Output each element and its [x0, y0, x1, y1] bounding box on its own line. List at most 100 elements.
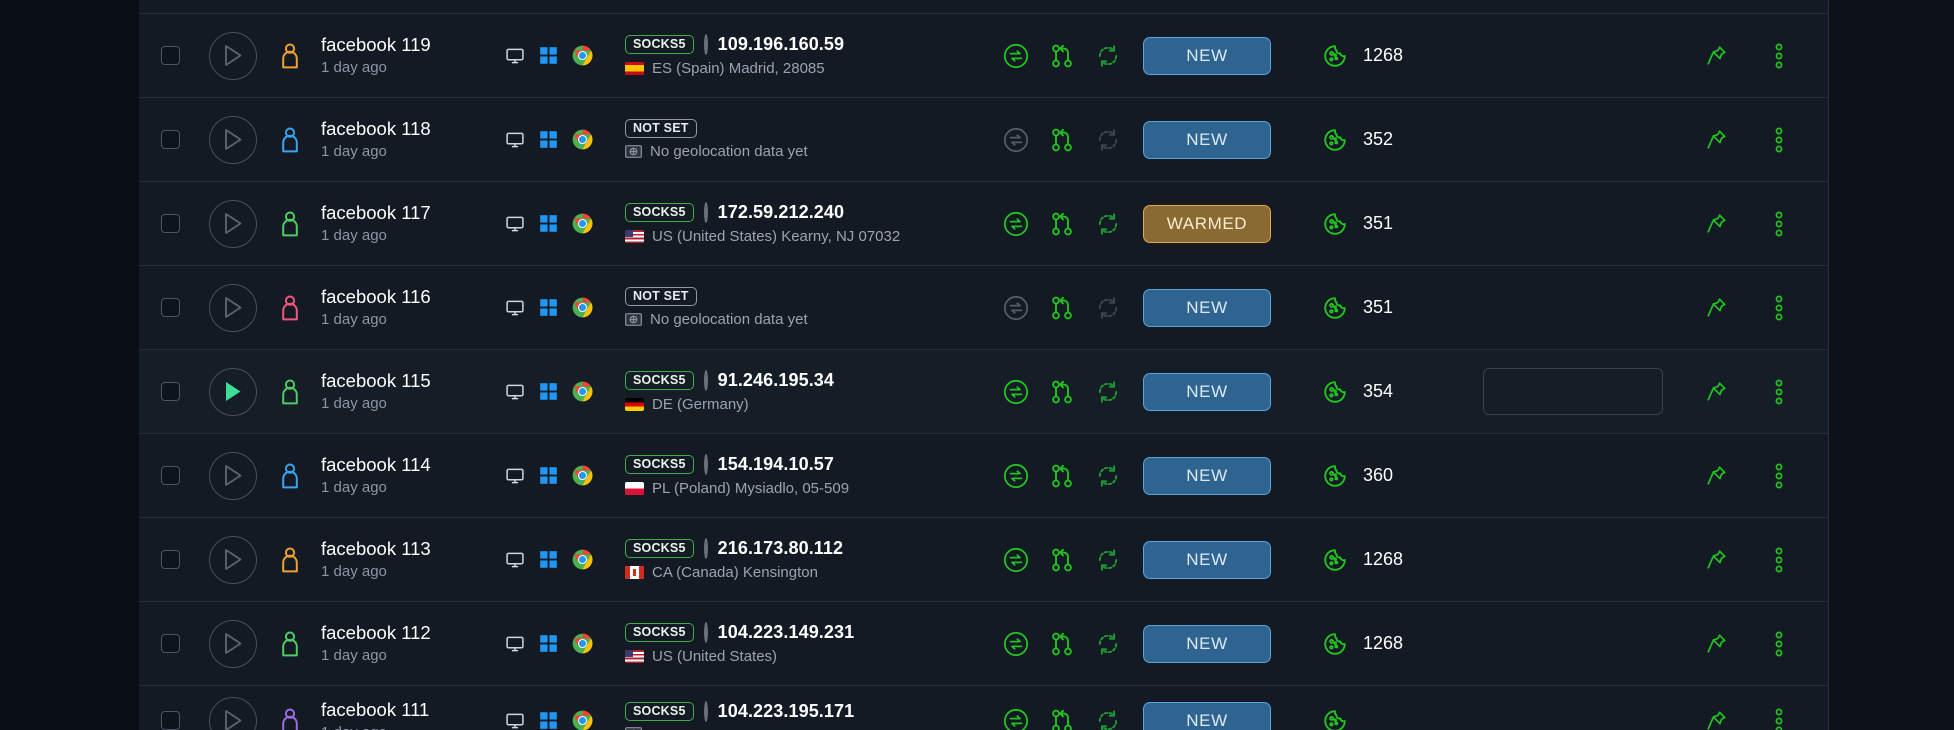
checkbox-icon[interactable]: [160, 550, 180, 569]
table-row-row-119[interactable]: facebook 119 1 day ago: [139, 14, 1828, 98]
pin-cell[interactable]: [1683, 212, 1749, 235]
pin-cell[interactable]: [1683, 709, 1749, 730]
git-branch-icon[interactable]: [1049, 631, 1075, 657]
row-action-icons[interactable]: [1003, 463, 1143, 489]
row-select-cell[interactable]: [139, 130, 201, 149]
row-select-cell[interactable]: [139, 466, 201, 485]
cookies-cell[interactable]: 354: [1323, 380, 1483, 404]
pin-icon[interactable]: [1705, 548, 1728, 571]
play-icon[interactable]: [209, 31, 257, 80]
proxy-cell[interactable]: NOT SET No geolocation data yet: [625, 286, 1003, 328]
pin-icon[interactable]: [1705, 44, 1728, 67]
row-select-cell[interactable]: [139, 46, 201, 65]
row-action-icons[interactable]: [1003, 295, 1143, 321]
three-dot-menu-icon[interactable]: [1775, 463, 1783, 489]
sync-refresh-icon[interactable]: [1095, 631, 1121, 657]
pin-icon[interactable]: [1705, 380, 1728, 403]
cookies-cell[interactable]: 360: [1323, 464, 1483, 488]
status-cell[interactable]: NEW: [1143, 624, 1323, 663]
table-row-row-112[interactable]: facebook 112 1 day ago: [139, 602, 1828, 686]
cookies-cell[interactable]: 1268: [1323, 548, 1483, 572]
proxy-cell[interactable]: SOCKS5 216.173.80.112 CA (Canada) Kensin…: [625, 537, 1003, 581]
git-branch-icon[interactable]: [1049, 295, 1075, 321]
status-cell[interactable]: NEW: [1143, 372, 1323, 411]
cookies-cell[interactable]: 351: [1323, 212, 1483, 236]
proxy-cell[interactable]: SOCKS5 104.223.149.231 US (United States…: [625, 621, 1003, 665]
play-icon[interactable]: [209, 199, 257, 248]
three-dot-menu-icon[interactable]: [1775, 127, 1783, 153]
launch-cell[interactable]: [201, 619, 265, 668]
sync-refresh-icon[interactable]: [1095, 211, 1121, 237]
sync-refresh-icon[interactable]: [1095, 463, 1121, 489]
status-badge[interactable]: WARMED: [1143, 204, 1271, 243]
sync-refresh-icon[interactable]: [1095, 708, 1121, 730]
pin-cell[interactable]: [1683, 296, 1749, 319]
proxy-cell[interactable]: SOCKS5 91.246.195.34 DE (Germany): [625, 369, 1003, 413]
status-badge[interactable]: NEW: [1143, 624, 1271, 663]
checkbox-icon[interactable]: [160, 382, 180, 401]
transfer-circle-icon[interactable]: [1003, 43, 1029, 69]
row-select-cell[interactable]: [139, 711, 201, 730]
transfer-circle-icon[interactable]: [1003, 547, 1029, 573]
three-dot-menu-icon[interactable]: [1775, 43, 1783, 69]
row-select-cell[interactable]: [139, 214, 201, 233]
transfer-circle-icon[interactable]: [1003, 379, 1029, 405]
launch-cell[interactable]: [201, 199, 265, 248]
row-action-icons[interactable]: [1003, 43, 1143, 69]
transfer-circle-icon[interactable]: [1003, 211, 1029, 237]
row-menu-cell[interactable]: [1749, 295, 1809, 321]
pin-cell[interactable]: [1683, 128, 1749, 151]
row-action-icons[interactable]: [1003, 547, 1143, 573]
launch-cell[interactable]: [201, 696, 265, 730]
proxy-cell[interactable]: NOT SET No geolocation data yet: [625, 118, 1003, 160]
table-row-row-120[interactable]: facebook 120 1 day ago: [139, 0, 1828, 14]
table-row-row-113[interactable]: facebook 113 1 day ago: [139, 518, 1828, 602]
status-badge[interactable]: NEW: [1143, 456, 1271, 495]
cookies-cell[interactable]: 352: [1323, 128, 1483, 152]
git-branch-icon[interactable]: [1049, 547, 1075, 573]
status-cell[interactable]: NEW: [1143, 288, 1323, 327]
git-branch-icon[interactable]: [1049, 379, 1075, 405]
play-icon[interactable]: [209, 535, 257, 584]
pin-icon[interactable]: [1705, 632, 1728, 655]
checkbox-icon[interactable]: [160, 466, 180, 485]
play-icon[interactable]: [209, 451, 257, 500]
row-action-icons[interactable]: [1003, 127, 1143, 153]
table-row-row-118[interactable]: facebook 118 1 day ago: [139, 98, 1828, 182]
launch-cell[interactable]: [201, 31, 265, 80]
checkbox-icon[interactable]: [160, 634, 180, 653]
git-branch-icon[interactable]: [1049, 127, 1075, 153]
status-cell[interactable]: NEW: [1143, 120, 1323, 159]
pin-icon[interactable]: [1705, 296, 1728, 319]
note-input[interactable]: [1483, 368, 1663, 415]
status-badge[interactable]: NEW: [1143, 36, 1271, 75]
account-name-cell[interactable]: facebook 117 1 day ago: [315, 202, 505, 246]
row-select-cell[interactable]: [139, 382, 201, 401]
row-action-icons[interactable]: [1003, 708, 1143, 730]
status-cell[interactable]: NEW: [1143, 456, 1323, 495]
checkbox-icon[interactable]: [160, 130, 180, 149]
proxy-cell[interactable]: SOCKS5 109.196.160.59 ES (Spain) Madrid,…: [625, 33, 1003, 77]
row-menu-cell[interactable]: [1749, 547, 1809, 573]
cookies-cell[interactable]: 351: [1323, 296, 1483, 320]
three-dot-menu-icon[interactable]: [1775, 211, 1783, 237]
row-menu-cell[interactable]: [1749, 631, 1809, 657]
sync-refresh-icon[interactable]: [1095, 43, 1121, 69]
table-row-row-115[interactable]: facebook 115 1 day ago: [139, 350, 1828, 434]
checkbox-icon[interactable]: [160, 711, 180, 730]
git-branch-icon[interactable]: [1049, 211, 1075, 237]
pin-icon[interactable]: [1705, 464, 1728, 487]
account-name-cell[interactable]: facebook 116 1 day ago: [315, 286, 505, 330]
three-dot-menu-icon[interactable]: [1775, 631, 1783, 657]
note-cell[interactable]: [1483, 368, 1683, 415]
pin-icon[interactable]: [1705, 128, 1728, 151]
account-name-cell[interactable]: facebook 114 1 day ago: [315, 454, 505, 498]
table-row-row-116[interactable]: facebook 116 1 day ago: [139, 266, 1828, 350]
table-row-row-111[interactable]: facebook 111 1 day ago: [139, 686, 1828, 730]
account-name-cell[interactable]: facebook 112 1 day ago: [315, 622, 505, 666]
git-branch-icon[interactable]: [1049, 463, 1075, 489]
play-icon[interactable]: [209, 367, 257, 416]
pin-cell[interactable]: [1683, 464, 1749, 487]
status-badge[interactable]: NEW: [1143, 372, 1271, 411]
cookies-cell[interactable]: 1268: [1323, 44, 1483, 68]
